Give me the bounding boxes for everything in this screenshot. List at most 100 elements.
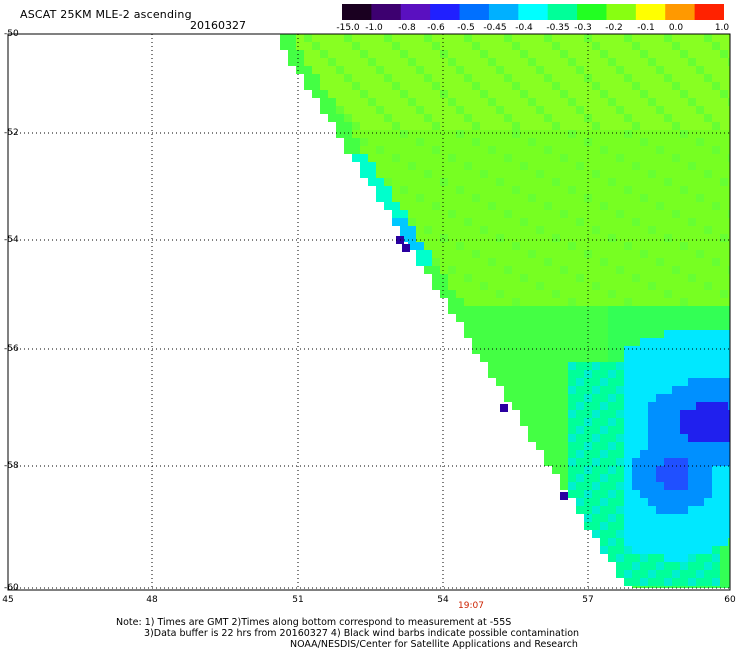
swath-cell bbox=[664, 74, 672, 82]
swath-cell bbox=[624, 114, 632, 122]
swath-cell bbox=[560, 466, 568, 474]
swath-cell bbox=[728, 154, 730, 162]
swath-cell bbox=[392, 50, 400, 58]
swath-cell bbox=[568, 234, 576, 242]
swath-cell bbox=[456, 146, 464, 154]
swath-cell bbox=[376, 66, 384, 74]
swath-cell bbox=[600, 242, 608, 250]
swath-cell bbox=[568, 426, 576, 434]
swath-cell bbox=[720, 226, 728, 234]
swath-cell bbox=[528, 282, 536, 290]
swath-cell bbox=[632, 410, 640, 418]
swath-cell bbox=[536, 386, 544, 394]
swath-cell bbox=[640, 58, 648, 66]
swath-cell bbox=[448, 242, 456, 250]
swath-cell bbox=[440, 282, 448, 290]
swath-cell bbox=[352, 154, 360, 162]
swath-cell bbox=[384, 122, 392, 130]
swath-cell bbox=[656, 250, 664, 258]
swath-cell bbox=[624, 242, 632, 250]
swath-cell bbox=[408, 34, 416, 42]
swath-cell bbox=[576, 154, 584, 162]
swath-cell bbox=[440, 50, 448, 58]
swath-cell bbox=[464, 42, 472, 50]
swath-cell bbox=[600, 170, 608, 178]
swath-cell bbox=[528, 66, 536, 74]
swath-cell bbox=[576, 42, 584, 50]
swath-cell bbox=[568, 386, 576, 394]
swath-cell bbox=[624, 442, 632, 450]
swath-cell bbox=[720, 426, 728, 434]
swath-cell bbox=[720, 306, 728, 314]
swath-cell bbox=[608, 194, 616, 202]
swath-cell bbox=[480, 242, 488, 250]
swath-cell bbox=[528, 234, 536, 242]
swath-cell bbox=[464, 74, 472, 82]
colorbar-label: -0.6 bbox=[427, 23, 445, 33]
swath-cell bbox=[480, 226, 488, 234]
swath-cell bbox=[576, 434, 584, 442]
swath-cell bbox=[632, 138, 640, 146]
swath-cell bbox=[600, 522, 608, 530]
swath-cell bbox=[536, 138, 544, 146]
swath-cell bbox=[696, 130, 704, 138]
swath-cell bbox=[536, 106, 544, 114]
swath-cell bbox=[608, 42, 616, 50]
swath-cell bbox=[440, 234, 448, 242]
swath-cell bbox=[712, 490, 720, 498]
swath-cell bbox=[664, 114, 672, 122]
swath-cell bbox=[624, 322, 632, 330]
swath-cell bbox=[640, 266, 648, 274]
swath-cell bbox=[624, 170, 632, 178]
swath-cell bbox=[616, 266, 624, 274]
swath-cell bbox=[696, 42, 704, 50]
swath-cell bbox=[384, 178, 392, 186]
swath-cell bbox=[328, 42, 336, 50]
swath-cell bbox=[592, 34, 600, 42]
swath-cell bbox=[576, 282, 584, 290]
swath-cell bbox=[448, 170, 456, 178]
swath-cell bbox=[488, 114, 496, 122]
swath-cell bbox=[424, 122, 432, 130]
swath-cell bbox=[712, 146, 720, 154]
swath-cell bbox=[448, 146, 456, 154]
swath-cell bbox=[672, 466, 680, 474]
swath-cell bbox=[592, 274, 600, 282]
swath-cell bbox=[704, 562, 712, 570]
swath-cell bbox=[624, 378, 632, 386]
swath-cell bbox=[648, 114, 656, 122]
swath-cell bbox=[328, 98, 336, 106]
swath-cell bbox=[544, 394, 552, 402]
swath-cell bbox=[632, 234, 640, 242]
swath-cell bbox=[568, 42, 576, 50]
swath-cell bbox=[704, 162, 712, 170]
swath-cell bbox=[472, 314, 480, 322]
swath-cell bbox=[456, 298, 464, 306]
swath-cell bbox=[696, 482, 704, 490]
swath-cell bbox=[512, 346, 520, 354]
swath-cell bbox=[480, 258, 488, 266]
swath-cell bbox=[472, 90, 480, 98]
swath-cell bbox=[552, 442, 560, 450]
swath-cell bbox=[592, 42, 600, 50]
swath-cell bbox=[608, 170, 616, 178]
swath-cell bbox=[688, 146, 696, 154]
swath-cell bbox=[640, 370, 648, 378]
swath-cell bbox=[448, 258, 456, 266]
swath-cell bbox=[704, 458, 712, 466]
swath-cell bbox=[576, 330, 584, 338]
swath-cell bbox=[480, 250, 488, 258]
swath-cell bbox=[608, 130, 616, 138]
swath-cell bbox=[616, 74, 624, 82]
swath-cell bbox=[504, 170, 512, 178]
swath-cell bbox=[536, 66, 544, 74]
swath-cell bbox=[720, 402, 728, 410]
swath-cell bbox=[624, 514, 632, 522]
swath-cell bbox=[512, 378, 520, 386]
swath-cell bbox=[544, 82, 552, 90]
swath-cell bbox=[416, 202, 424, 210]
longitude-label: 45 bbox=[2, 595, 14, 605]
swath-cell bbox=[720, 74, 728, 82]
swath-cell bbox=[360, 114, 368, 122]
swath-cell bbox=[568, 162, 576, 170]
